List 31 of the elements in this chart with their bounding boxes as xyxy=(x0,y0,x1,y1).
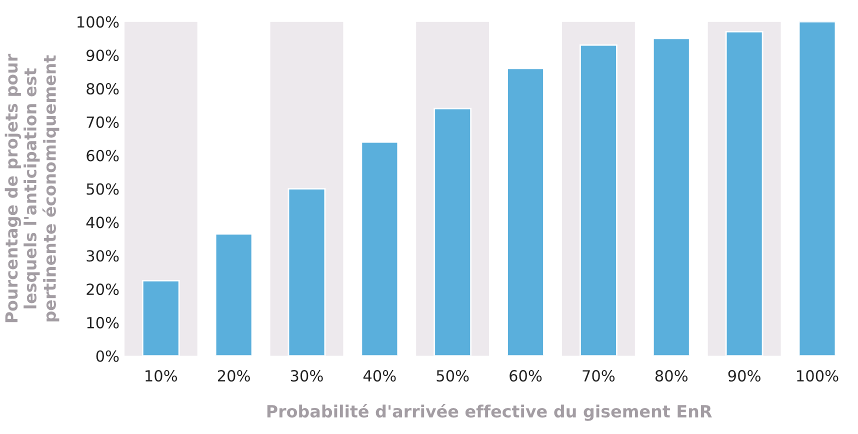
y-axis-title: Pourcentage de projets pour lesquels l'anticipation est pertinente économiquement xyxy=(4,54,60,322)
x-tick-label: 90% xyxy=(728,370,760,382)
y-tick-label: 20% xyxy=(86,284,119,296)
y-tick-label: 50% xyxy=(86,183,119,195)
x-tick-label: 70% xyxy=(582,370,615,382)
bar xyxy=(142,280,180,356)
y-tick-label: 30% xyxy=(86,250,119,262)
y-tick-label: 0% xyxy=(96,350,119,362)
bar xyxy=(798,22,836,356)
x-tick-label: 80% xyxy=(655,370,688,382)
bar xyxy=(434,108,472,356)
y-tick-label: 90% xyxy=(86,50,119,62)
y-tick-label: 40% xyxy=(86,216,119,228)
bar xyxy=(652,38,690,356)
x-tick-label: 60% xyxy=(510,370,542,382)
x-tick-label: 100% xyxy=(797,370,838,382)
x-tick-label: 40% xyxy=(363,370,396,382)
x-tick-label: 20% xyxy=(218,370,250,382)
bar xyxy=(214,233,253,356)
x-tick-label: 50% xyxy=(436,370,469,382)
y-tick-label: 60% xyxy=(86,150,119,162)
y-tick-label: 10% xyxy=(87,316,119,328)
x-tick-label: 10% xyxy=(146,370,178,382)
x-tick-label: 30% xyxy=(290,370,323,382)
y-tick-label: 100% xyxy=(78,16,119,28)
y-tick-label: 70% xyxy=(86,116,119,128)
bar xyxy=(506,68,544,356)
bar xyxy=(360,141,399,356)
bar xyxy=(288,188,326,356)
y-tick-label: 80% xyxy=(86,83,119,95)
x-axis-title: Probabilité d'arrivée effective du gisement EnR xyxy=(267,404,712,421)
